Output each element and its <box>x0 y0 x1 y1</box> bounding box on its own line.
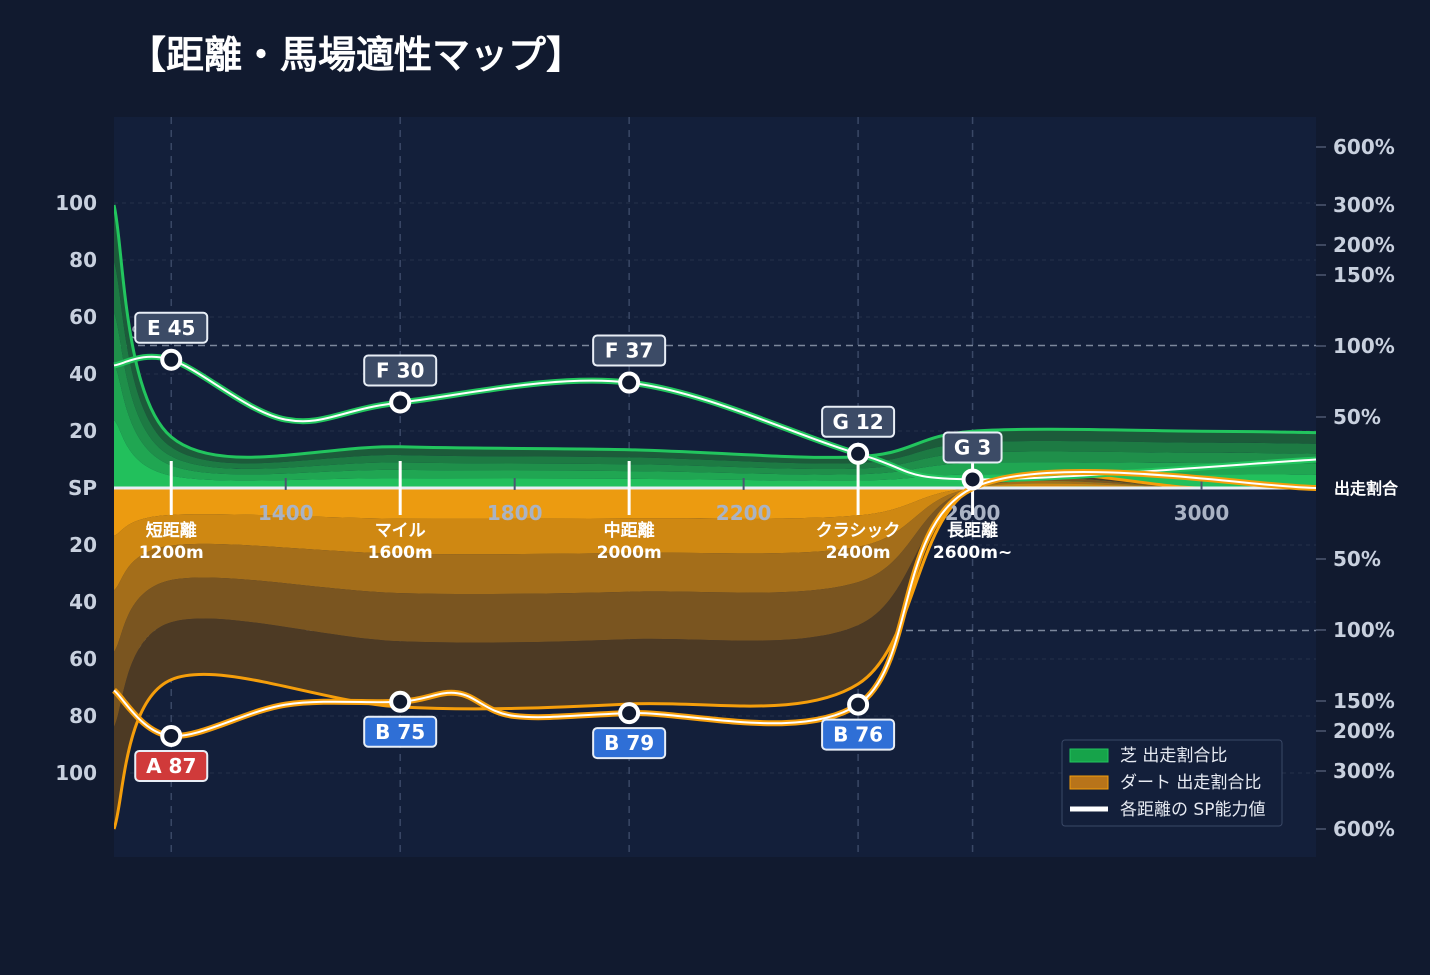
grade-badge-label: G 12 <box>832 410 883 434</box>
turf-area-band <box>114 261 1316 470</box>
x-tick-label: 2200 <box>716 501 772 525</box>
category-distance: 2400m <box>826 543 891 563</box>
category-distance: 1200m <box>139 543 204 563</box>
right-tick-label-upper: 200% <box>1333 233 1395 257</box>
turf-area-band <box>114 205 1316 464</box>
y-tick-label-lower: 20 <box>69 533 97 557</box>
category-name: クラシック <box>816 521 901 541</box>
dirt-area-band <box>114 483 1316 591</box>
grade-badge-box <box>134 311 209 344</box>
grade-badge-label: E 45 <box>147 316 195 340</box>
dirt-sp-point <box>847 693 870 716</box>
y-tick-label-lower: 100 <box>55 761 97 785</box>
legend-label: 芝 出走割合比 <box>1120 746 1227 766</box>
area-layer <box>114 204 1316 830</box>
marker-layer: E 45 F 30 F 37 G 12 G 3 A 87 B 75 B 79 B 76 <box>134 311 1003 782</box>
dirt-area-outline <box>114 472 1316 830</box>
dirt-sp-badge: B 79 <box>592 727 667 760</box>
dirt-sp-badge: B 75 <box>363 715 438 748</box>
grade-badge-box <box>134 749 209 782</box>
legend-label: ダート 出走割合比 <box>1120 773 1261 793</box>
dirt-area-band <box>114 477 1316 727</box>
y-tick-label-lower: 60 <box>69 647 97 671</box>
turf-sp-badge: F 37 <box>592 334 667 367</box>
grade-badge-label: G 3 <box>954 435 991 459</box>
grade-badge-label: B 75 <box>375 720 425 744</box>
x-tick-label: 1800 <box>487 501 543 525</box>
grade-badge-box <box>821 405 896 438</box>
grade-badge-box <box>942 431 1003 464</box>
turf-sp-point <box>847 442 870 465</box>
turf-sp-point <box>160 348 183 371</box>
y-tick-label-upper: 100 <box>55 191 97 215</box>
turf-area-band <box>114 420 1316 488</box>
y-tick-label-lower: 40 <box>69 590 97 614</box>
right-tick-label-lower: 600% <box>1333 817 1395 841</box>
turf-sp-badge: G 3 <box>942 431 1003 464</box>
right-tick-label-upper: 150% <box>1333 263 1395 287</box>
turf-sp-badge: G 12 <box>821 405 896 438</box>
grade-badge-box <box>592 334 667 367</box>
grade-badge-label: B 76 <box>833 723 883 747</box>
dirt-sp-badge: B 76 <box>821 718 896 751</box>
dirt-area-band <box>114 481 1316 652</box>
y-tick-label-upper: 20 <box>69 419 97 443</box>
x-tick-label: 3000 <box>1174 501 1230 525</box>
dirt-sp-point <box>618 702 641 725</box>
turf-sp-point <box>389 391 412 414</box>
grade-badge-label: B 79 <box>604 731 654 755</box>
axis-layer: 100 80 60 40 20 20 40 60 80 100 SP 600% 300% 200% 150%… <box>55 135 1399 841</box>
right-tick-label-lower: 150% <box>1333 689 1395 713</box>
grade-badge-label: F 30 <box>376 359 424 383</box>
legend-box <box>1061 739 1283 827</box>
turf-area-band <box>114 312 1316 475</box>
grade-badge-label: F 37 <box>605 339 653 363</box>
category-name: 長距離 <box>947 520 998 541</box>
y-axis-label: SP <box>68 476 97 500</box>
grade-badge-box <box>363 354 438 387</box>
dirt-area-band <box>114 473 1316 829</box>
right-tick-label-upper: 100% <box>1333 334 1395 358</box>
right-tick-label-upper: 300% <box>1333 193 1395 217</box>
dirt-area-band <box>114 485 1316 536</box>
x-tick-label: 1400 <box>258 501 314 525</box>
right-tick-label-lower: 50% <box>1333 547 1381 571</box>
dirt-sp-point <box>160 724 183 747</box>
category-distance: 2600m~ <box>933 543 1012 563</box>
dirt-sp-point <box>389 690 412 713</box>
right-tick-label-upper: 50% <box>1333 405 1381 429</box>
y-tick-label-lower: 80 <box>69 704 97 728</box>
grade-badge-box <box>592 727 667 760</box>
turf-sp-point <box>618 371 641 394</box>
category-name: マイル <box>375 521 426 541</box>
legend-swatch <box>1069 748 1109 763</box>
legend-swatch <box>1069 775 1109 790</box>
right-tick-label-lower: 300% <box>1333 759 1395 783</box>
category-distance: 1600m <box>368 543 433 563</box>
right-tick-label-lower: 100% <box>1333 618 1395 642</box>
turf-area-outline <box>114 204 1316 459</box>
category-name: 短距離 <box>146 520 197 541</box>
grade-badge-box <box>363 715 438 748</box>
legend-label: 各距離の SP能力値 <box>1120 800 1265 820</box>
dirt-sp-badge: A 87 <box>134 749 209 782</box>
chart-title: 【距離・馬場適性マップ】 <box>128 33 584 77</box>
category-name: 中距離 <box>604 520 655 541</box>
turf-sp-point <box>961 468 984 491</box>
right-tick-label-upper: 600% <box>1333 135 1395 159</box>
y-tick-label-upper: 60 <box>69 305 97 329</box>
turf-sp-badge: F 30 <box>363 354 438 387</box>
turf-sp-badge: E 45 <box>134 311 209 344</box>
right-tick-label-lower: 200% <box>1333 719 1395 743</box>
y-tick-label-upper: 40 <box>69 362 97 386</box>
grade-badge-label: A 87 <box>146 754 196 778</box>
y-tick-label-upper: 80 <box>69 248 97 272</box>
category-distance: 2000m <box>597 543 662 563</box>
right-axis-label: 出走割合 <box>1334 479 1399 498</box>
grade-badge-box <box>821 718 896 751</box>
